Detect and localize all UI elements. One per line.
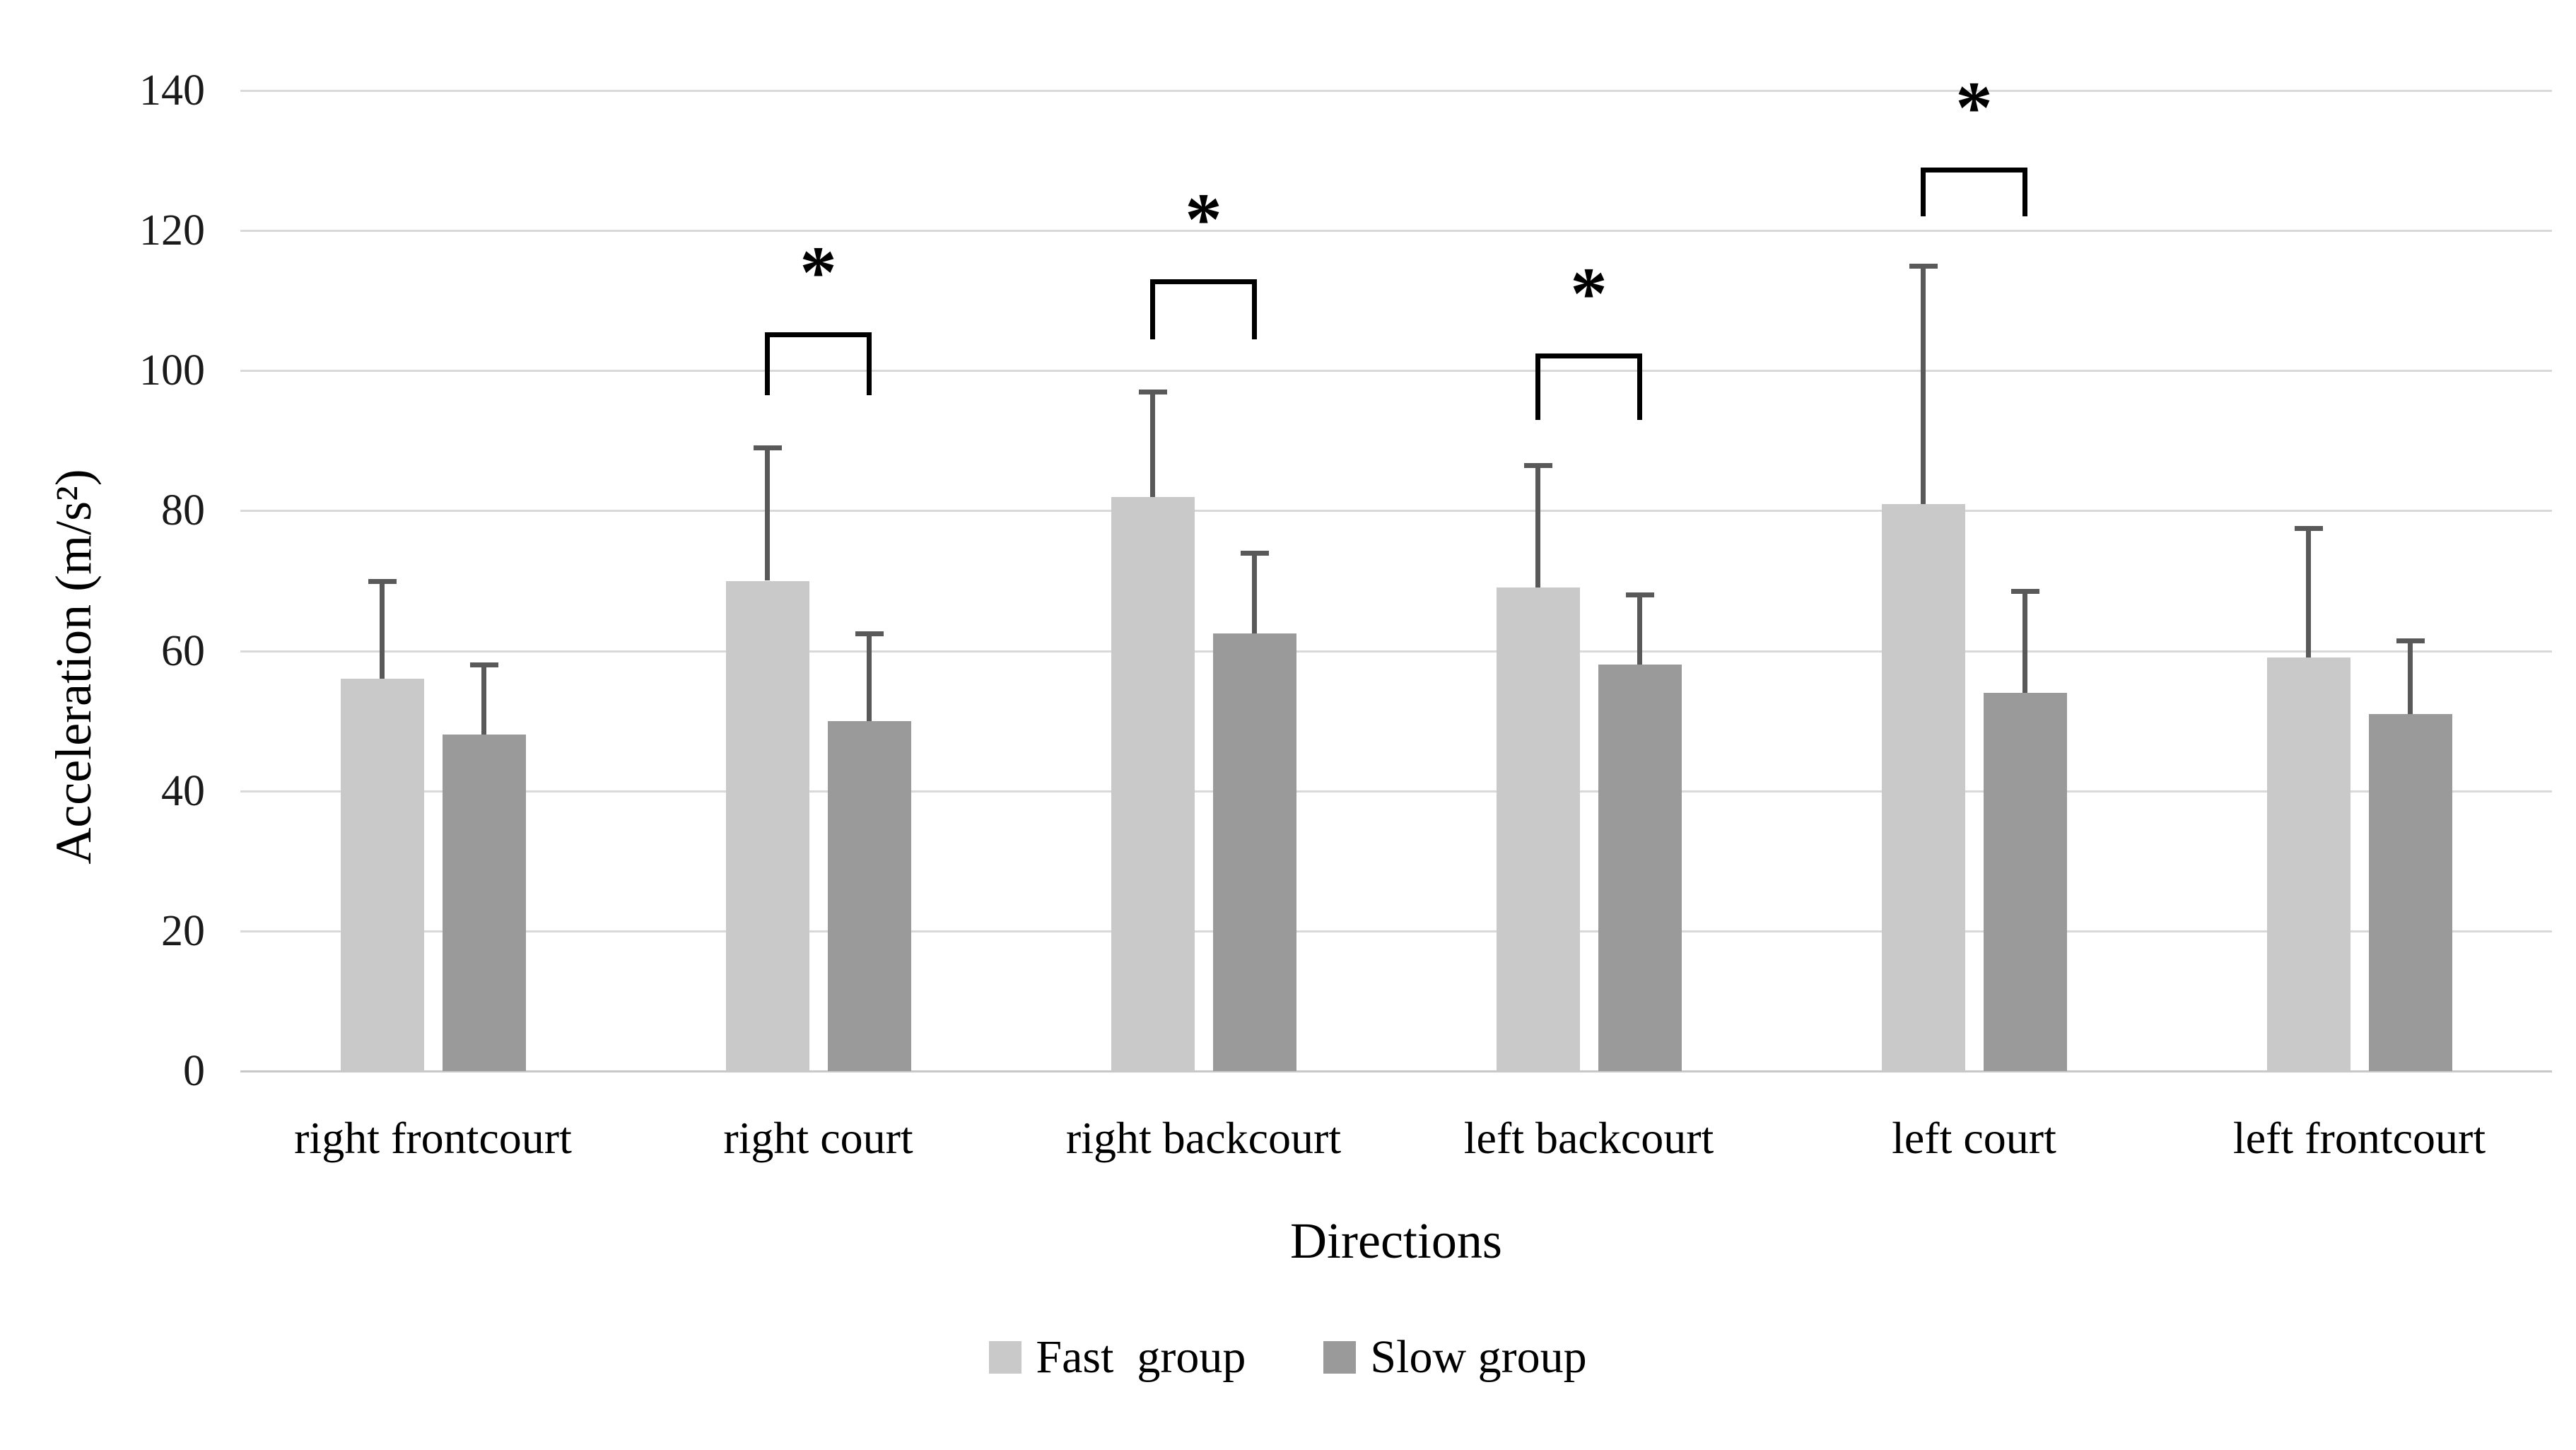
y-tick-label-0: 0 [183, 1047, 205, 1095]
error-bar-stem [1921, 265, 1926, 504]
significance-asterisk-left-court: * [1955, 65, 1993, 148]
error-bar-stem [380, 580, 385, 679]
error-bar-stem [1535, 465, 1540, 588]
error-bar-stem [481, 665, 486, 735]
category-label-left-backcourt: left backcourt [1463, 1113, 1714, 1163]
error-bar-cap [1523, 463, 1552, 469]
y-tick-label-100: 100 [139, 346, 205, 395]
legend-swatch-slow-group [1323, 1341, 1357, 1374]
significance-bracket-right-court [765, 332, 872, 395]
error-bar-cap [469, 662, 498, 668]
y-tick-label-80: 80 [161, 486, 205, 535]
error-bar-cap [1909, 263, 1938, 269]
y-tick-label-140: 140 [139, 66, 205, 115]
legend: Fast group Slow group [0, 1329, 2576, 1386]
bar-slow-right-backcourt [1212, 633, 1296, 1071]
significance-bracket-left-backcourt [1535, 353, 1642, 420]
category-label-right-backcourt: right backcourt [1065, 1113, 1342, 1163]
bar-fast-left-backcourt [1496, 587, 1580, 1071]
bar-slow-left-frontcourt [2368, 713, 2452, 1071]
gridline-20 [240, 930, 2552, 932]
bar-fast-right-court [725, 580, 809, 1071]
bar-slow-left-backcourt [1598, 665, 1682, 1071]
gridline-40 [240, 790, 2552, 793]
legend-item-fast-group: Fast group [989, 1329, 1246, 1386]
category-label-right-frontcourt: right frontcourt [294, 1113, 572, 1163]
error-bar-stem [1637, 595, 1642, 665]
error-bar-cap [855, 631, 884, 636]
bar-slow-right-frontcourt [442, 735, 526, 1071]
y-tick-label-40: 40 [161, 766, 205, 815]
significance-asterisk-left-backcourt: * [1570, 251, 1608, 334]
x-axis-line [240, 1070, 2552, 1072]
error-bar-stem [1252, 552, 1257, 633]
error-bar-stem [2408, 640, 2413, 714]
y-tick-label-120: 120 [139, 206, 205, 255]
gridline-100 [240, 370, 2552, 373]
significance-bracket-left-court [1921, 167, 2027, 217]
error-bar-cap [2396, 638, 2425, 643]
y-tick-label-60: 60 [161, 626, 205, 675]
gridline-60 [240, 650, 2552, 653]
gridline-80 [240, 510, 2552, 513]
gridline-140 [240, 90, 2552, 92]
error-bar-cap [1625, 592, 1654, 598]
category-label-right-court: right court [723, 1113, 913, 1163]
error-bar-stem [2022, 591, 2027, 693]
error-bar-stem [867, 633, 872, 721]
error-bar-cap [2010, 589, 2039, 595]
category-label-left-court: left court [1892, 1113, 2056, 1163]
bar-fast-left-court [1881, 503, 1965, 1071]
error-bar-cap [1138, 390, 1167, 394]
legend-label-fast-group: Fast group [1036, 1331, 1246, 1383]
significance-bracket-right-backcourt [1150, 279, 1257, 339]
legend-item-slow-group: Slow group [1323, 1329, 1587, 1386]
category-label-left-frontcourt: left frontcourt [2232, 1113, 2486, 1163]
error-bar-stem [1150, 392, 1155, 497]
gridline-120 [240, 230, 2552, 233]
error-bar-cap [1240, 550, 1269, 556]
bar-fast-right-backcourt [1111, 496, 1195, 1071]
error-bar-stem [2306, 528, 2311, 658]
significance-asterisk-right-court: * [800, 230, 837, 313]
legend-swatch-fast-group [989, 1341, 1022, 1374]
y-tick-label-20: 20 [161, 906, 205, 955]
error-bar-cap [2294, 526, 2323, 532]
error-bar-cap [753, 445, 782, 451]
bar-slow-right-court [827, 720, 911, 1071]
error-bar-cap [368, 578, 397, 584]
x-axis-title: Directions [1290, 1212, 1502, 1269]
bar-fast-left-frontcourt [2266, 657, 2350, 1071]
legend-label-slow-group: Slow group [1370, 1331, 1587, 1383]
bar-slow-left-court [1983, 693, 2067, 1071]
error-bar-stem [765, 448, 770, 581]
bar-fast-right-frontcourt [340, 679, 424, 1071]
significance-asterisk-right-backcourt: * [1185, 177, 1222, 261]
